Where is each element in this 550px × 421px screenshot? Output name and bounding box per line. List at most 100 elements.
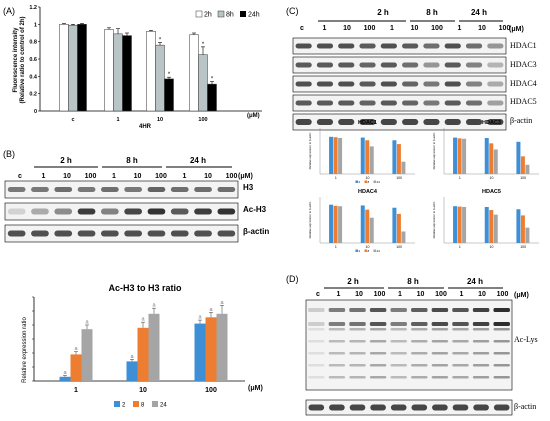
- blot-band: [487, 62, 504, 68]
- blot-band: [472, 340, 490, 343]
- legend-swatch-2h: [195, 10, 203, 18]
- blot-band: [328, 352, 346, 355]
- time-label-2h: 2 h: [60, 156, 72, 165]
- blot-label-hdac3: HDAC3: [510, 60, 537, 69]
- lane-label: 1: [183, 173, 187, 180]
- blot-band: [170, 208, 189, 215]
- blot-band: [338, 43, 355, 49]
- lane-label: 100: [431, 25, 443, 32]
- blot-band: [316, 119, 334, 125]
- lane-label: 10: [478, 25, 486, 32]
- panel-b-legend: 2 8 24: [114, 401, 167, 409]
- blot-band: [338, 81, 355, 87]
- bar-8-10: [489, 143, 494, 174]
- panel-c-blots: [292, 37, 507, 131]
- time-label-8h: 8 h: [126, 156, 138, 165]
- blot-label-hdac1: HDAC1: [510, 41, 537, 50]
- blot-ac-lys: [305, 299, 513, 391]
- bar-2-10: [484, 206, 489, 243]
- blot-band: [493, 376, 510, 379]
- time-label-2h: 2 h: [377, 8, 389, 17]
- x-tick-label: 1: [74, 387, 78, 394]
- panel-b-letter: (B): [3, 149, 15, 159]
- bar-2-1: [453, 206, 458, 243]
- blot-band: [31, 208, 49, 215]
- blot-b-actin: [292, 113, 507, 131]
- legend-label-24: 24: [160, 403, 167, 409]
- bar-8-1: [70, 354, 82, 381]
- panel-a-ylabel-line1: Fluorescence intensity: [13, 27, 19, 93]
- significance-mark: a: [74, 346, 78, 352]
- blot-band: [423, 43, 440, 49]
- y-tick-label: 0.2: [29, 92, 37, 98]
- significance-mark: a: [198, 315, 202, 321]
- blot-band: [402, 43, 419, 49]
- blot-band: [452, 404, 469, 411]
- blot-band: [402, 62, 419, 68]
- blot-band: [77, 187, 96, 192]
- blot-band: [369, 364, 387, 367]
- bar-24h-1: [122, 35, 132, 112]
- bar-2h-10: [146, 31, 156, 112]
- small-chart-title: HDAC3: [482, 120, 501, 126]
- small-chart-ylabel: Relative expression to β-actin: [432, 132, 436, 169]
- blot-label-hdac5: HDAC5: [510, 97, 537, 106]
- blot-band: [349, 328, 366, 331]
- bar-24-10: [369, 217, 374, 243]
- time-label-24h: 24 h: [190, 156, 206, 165]
- blot-band: [295, 43, 312, 49]
- bar-2-10: [126, 361, 138, 381]
- small-chart-hdac1: HDAC1 Relative expression to β-actin 1 10 10…: [308, 120, 415, 184]
- blot-band: [349, 376, 366, 379]
- panel-c-unit: (μM): [509, 26, 524, 33]
- x-tick-label: 10: [490, 176, 494, 180]
- x-tick-label: 10: [490, 245, 494, 249]
- panel-a-ylabel-line2: (Relative ratio to control of 2h): [20, 16, 26, 103]
- lane-label: 10: [134, 173, 142, 180]
- y-tick-label: 1.2: [29, 5, 37, 11]
- lane-label: 1: [460, 291, 464, 298]
- x-tick-label: 100: [396, 245, 402, 249]
- blot-b-actin: [4, 224, 239, 243]
- blot-label-ac-h3: Ac-H3: [243, 205, 267, 214]
- legend-label-8: 8: [141, 403, 145, 409]
- blot-band: [411, 364, 428, 367]
- blot-band: [390, 308, 407, 312]
- bar-24-100: [525, 164, 530, 174]
- blot-band: [328, 328, 346, 331]
- x-tick-label: 10: [157, 117, 163, 123]
- panel-c-lane-labels: c 1 10 100 1 10 100 1 10 100: [300, 25, 510, 32]
- blot-hdac3: [292, 56, 507, 74]
- blot-band: [369, 308, 387, 312]
- blot-band: [359, 119, 376, 125]
- blot-band: [295, 62, 312, 68]
- blot-band: [423, 81, 440, 87]
- bar-2h-c: [59, 24, 69, 112]
- x-tick-label: 1: [335, 245, 337, 249]
- panel-c-small-charts: HDAC1 Relative expression to β-actin 1 10 10…: [308, 120, 539, 253]
- bar-2-100: [392, 140, 397, 174]
- blot-band: [147, 208, 166, 215]
- y-tick-label: 0.6: [29, 57, 37, 63]
- x-tick-label: 100: [520, 245, 526, 249]
- blot-band: [390, 376, 407, 379]
- lane-label: 10: [417, 291, 425, 298]
- x-tick-label: 100: [396, 176, 402, 180]
- blot-band: [100, 208, 119, 215]
- blot-band: [295, 100, 312, 106]
- blot-band: [100, 187, 119, 192]
- blot-band: [452, 308, 469, 312]
- blot-band: [390, 364, 407, 367]
- blot-band: [349, 308, 366, 312]
- blot-band: [452, 328, 469, 331]
- blot-band: [411, 404, 428, 411]
- blot-band: [295, 119, 312, 125]
- blot-band: [423, 62, 440, 68]
- blot-band: [369, 340, 387, 343]
- blot-band: [7, 230, 26, 237]
- legend-label-8: 8: [368, 180, 370, 184]
- blot-band: [390, 322, 407, 326]
- x-tick-label: 100: [205, 387, 217, 394]
- panel-a-xlabel: 4HR: [139, 124, 152, 130]
- panel-d-time-header: 2 h 8 h 24 h: [324, 277, 503, 289]
